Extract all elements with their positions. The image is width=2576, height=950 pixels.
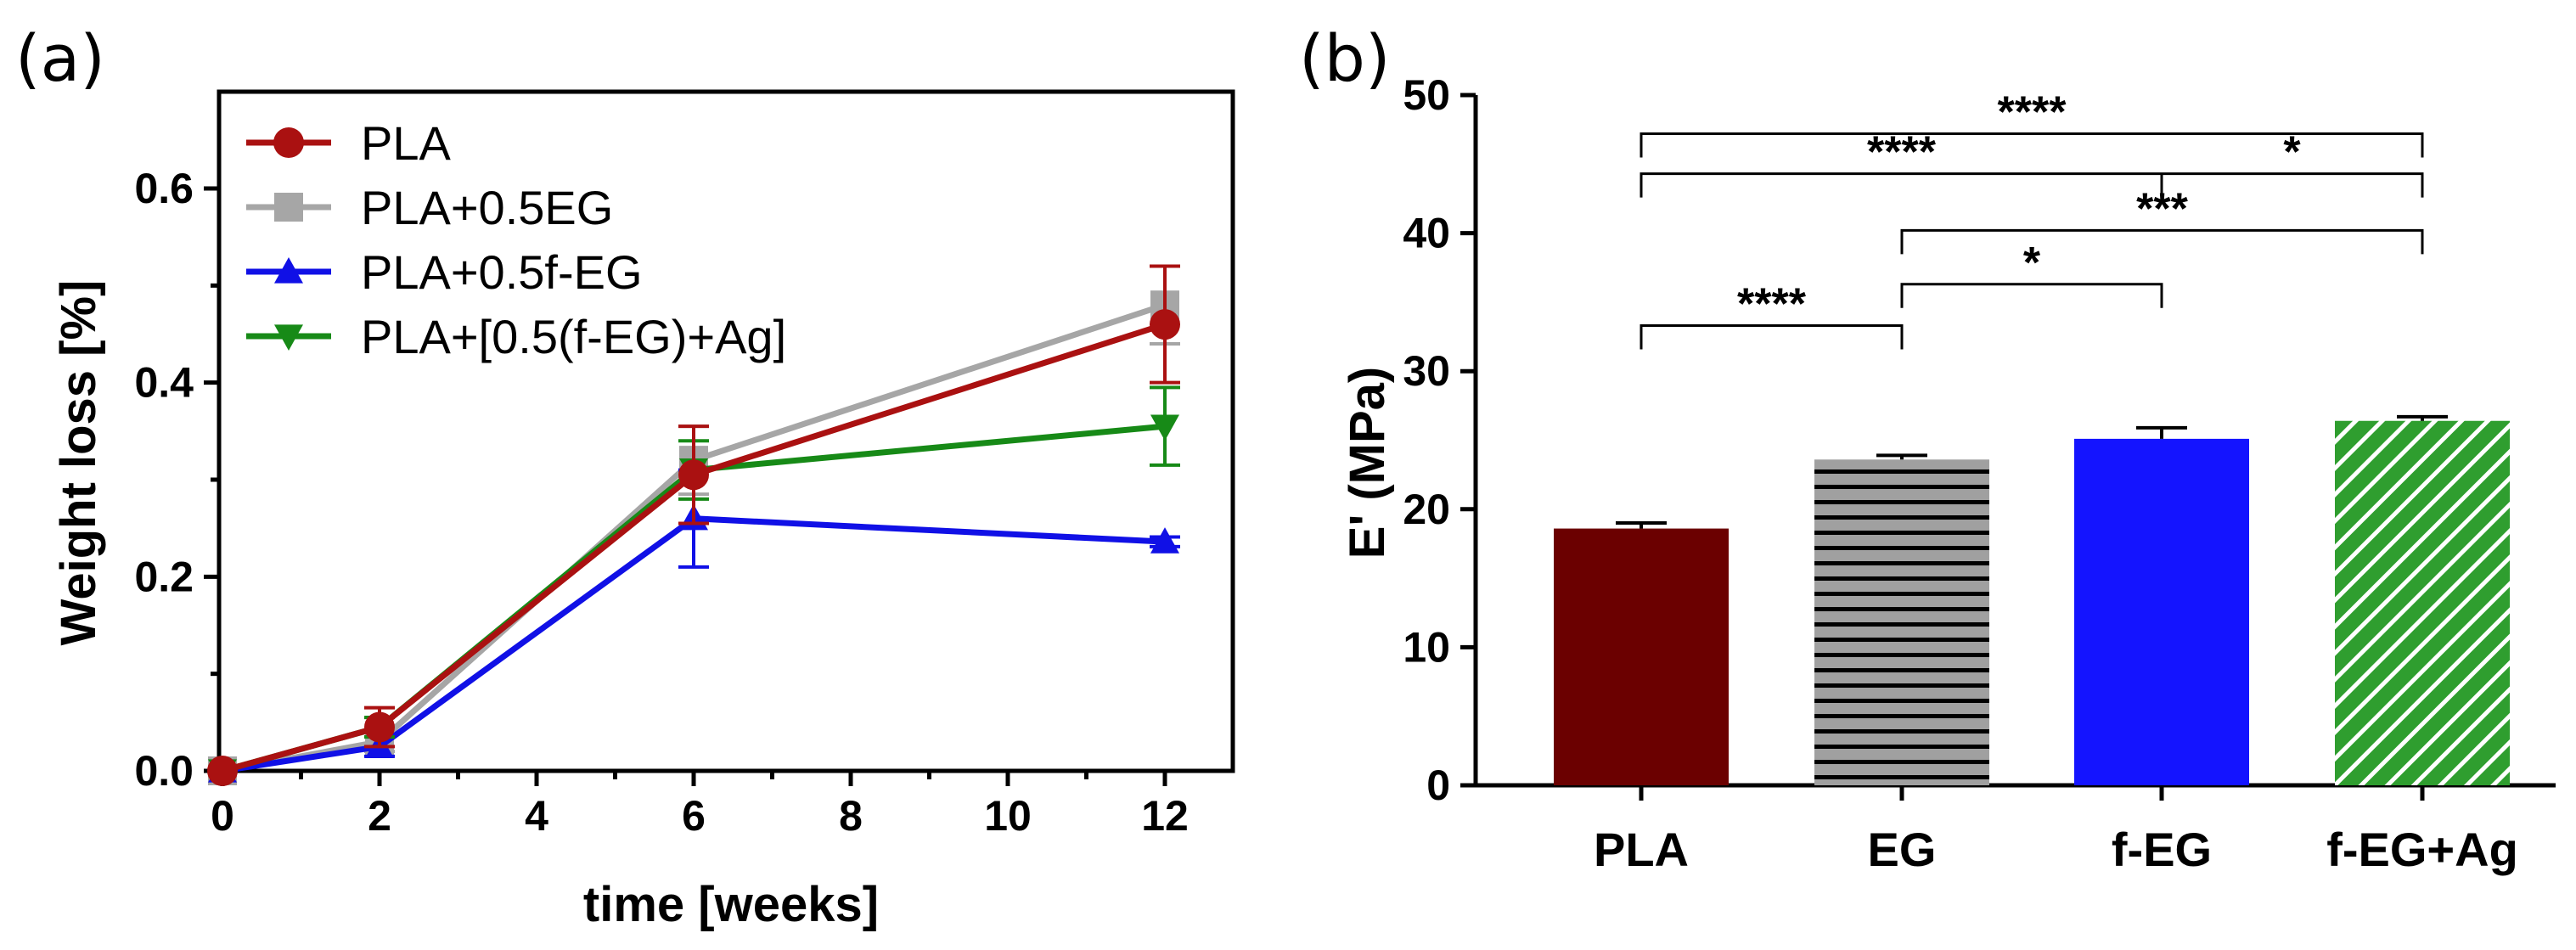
series-line bbox=[222, 515, 1166, 774]
data-point bbox=[1150, 414, 1179, 441]
panel-b-x-tick-label: f-EG bbox=[2112, 823, 2212, 876]
panel-a-series bbox=[207, 264, 1180, 786]
data-point bbox=[364, 711, 395, 743]
panel-a-x-tick-label: 8 bbox=[839, 792, 863, 840]
panel-b-label: (b) bbox=[1299, 20, 1391, 96]
legend-swatch-marker bbox=[273, 127, 304, 158]
panel-a-y-axis-title: Weight loss [%] bbox=[51, 280, 106, 646]
panel-a-x-tick-label: 2 bbox=[368, 792, 391, 840]
series-line bbox=[222, 321, 1167, 774]
panel-b-y-tick-label: 50 bbox=[1403, 71, 1450, 119]
panel-b-x-tick-label: PLA bbox=[1594, 823, 1689, 876]
bracket-line bbox=[1640, 132, 2424, 158]
legend-swatch-marker bbox=[274, 324, 303, 351]
bar bbox=[2335, 420, 2510, 785]
panel-a-legend: PLA PLA+0.5EG PLA+0.5f-EG PLA+[0.5(f-EG)+Ag… bbox=[246, 116, 786, 363]
panel-b-y-axis-title: E' (MPa) bbox=[1340, 367, 1395, 559]
panel-a-label: (a) bbox=[15, 20, 105, 96]
panel-b-y-tick-label: 10 bbox=[1403, 623, 1450, 671]
bar bbox=[1554, 528, 1729, 785]
series-pla bbox=[207, 264, 1180, 786]
significance-bracket: **** bbox=[1640, 280, 1904, 350]
significance-bracket: * bbox=[1900, 239, 2163, 308]
panel-b-y-tick-label: 40 bbox=[1403, 210, 1450, 257]
panel-a-plot-frame bbox=[217, 89, 1235, 773]
panel-a-x-tick-label: 6 bbox=[682, 792, 706, 840]
bracket-line bbox=[1900, 283, 2163, 308]
panel-a-x-tick-label: 10 bbox=[984, 792, 1032, 840]
data-point bbox=[207, 756, 238, 786]
panel-b-x-tick-label: f-EG+Ag bbox=[2326, 823, 2518, 876]
panel-a-y-tick-label: 0.2 bbox=[134, 553, 194, 600]
significance-label: **** bbox=[1737, 280, 1807, 329]
bracket-line bbox=[1900, 228, 2424, 255]
panel-b-x-tick-label: EG bbox=[1868, 823, 1937, 876]
panel-a: (a) time [weeks] Weight loss [%] 0 2 4 6 8 10… bbox=[15, 20, 1235, 932]
bar-group-f-eg-ag bbox=[2335, 414, 2510, 785]
legend-swatch-marker bbox=[274, 193, 303, 222]
panel-b-y-tick-label: 0 bbox=[1426, 762, 1450, 809]
panel-b-bars bbox=[1554, 414, 2510, 785]
legend-label: PLA+[0.5(f-EG)+Ag] bbox=[361, 310, 786, 363]
legend-label: PLA bbox=[361, 116, 451, 170]
bracket-line bbox=[1640, 172, 2424, 198]
panel-b-y-tick-label: 20 bbox=[1403, 486, 1450, 533]
panel-a-y-tick-label: 0.6 bbox=[134, 165, 194, 212]
significance-label: **** bbox=[1867, 128, 1937, 177]
legend-label: PLA+0.5EG bbox=[361, 181, 613, 234]
panel-b-axes: 0 10 20 30 40 50 PLA EG f-EG f-EG+Ag bbox=[1403, 71, 2556, 876]
bar-group-pla bbox=[1554, 521, 1729, 785]
data-point bbox=[1150, 527, 1179, 554]
panel-a-x-tick-label: 12 bbox=[1141, 792, 1189, 840]
bracket-line bbox=[1640, 324, 1904, 350]
panel-b: (b) E' (MPa) 0 10 20 30 40 50 PLA EG f-EG f-EG+Ag… bbox=[1299, 20, 2556, 876]
legend-label: PLA+0.5f-EG bbox=[361, 245, 643, 299]
panel-a-y-tick-label: 0.4 bbox=[134, 359, 194, 407]
panel-b-significance: ************ ***** bbox=[1640, 88, 2424, 350]
significance-label: * bbox=[2283, 128, 2301, 177]
significance-bracket: *** bbox=[1900, 184, 2424, 255]
data-point bbox=[1150, 309, 1180, 340]
bar bbox=[2074, 438, 2249, 785]
bar-group-eg bbox=[1814, 453, 1989, 785]
panel-a-x-tick-label: 0 bbox=[211, 792, 234, 840]
bar bbox=[1814, 459, 1989, 785]
panel-a-x-axis-title: time [weeks] bbox=[583, 877, 879, 932]
legend-swatch-marker bbox=[274, 257, 303, 284]
panel-b-y-tick-label: 30 bbox=[1403, 347, 1450, 395]
panel-a-axes: 0 2 4 6 8 10 12 0.0 0.2 0.4 0.6 bbox=[134, 89, 1235, 840]
significance-label: **** bbox=[1998, 88, 2067, 138]
data-point bbox=[678, 459, 709, 491]
significance-bracket: **** bbox=[1640, 88, 2424, 158]
significance-bracket: **** * bbox=[1640, 128, 2424, 198]
bar-group-f-eg bbox=[2074, 425, 2249, 785]
panel-a-x-tick-label: 4 bbox=[525, 792, 548, 840]
panel-a-y-tick-label: 0.0 bbox=[134, 747, 194, 795]
significance-label: * bbox=[2023, 239, 2041, 288]
